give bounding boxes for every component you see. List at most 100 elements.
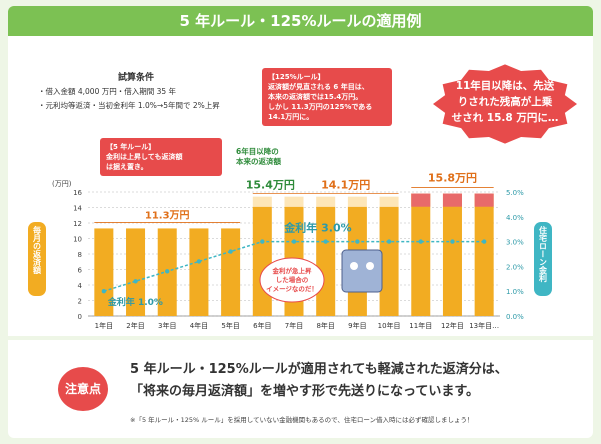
rate-point: [101, 289, 107, 294]
bar-segment: [442, 193, 462, 316]
bar-cap: [474, 193, 494, 207]
note-line-1: 5 年ルール・125%ルールが適用されても軽減された返済分は、: [130, 362, 508, 377]
rule125-callout-body1: 返済額が見直される 6 年目は、: [268, 83, 369, 91]
mascot-line2: した場合の: [276, 275, 309, 284]
five-year-callout: 【5 年ルール】 金利は上昇しても返済額 は据え置き。: [100, 138, 222, 176]
x-tick-label: 5年目: [221, 321, 239, 330]
mascot-eye: [366, 262, 374, 270]
rule125-callout-body3: しかし 11.3万円の125%である: [268, 103, 373, 111]
rate-point: [418, 239, 423, 244]
bar-segment: [252, 206, 272, 316]
page-title: 5 年ルール・125%ルールの適用例: [8, 6, 593, 36]
burst-shape: [433, 64, 577, 144]
x-tick-label: 6年目: [253, 321, 271, 330]
rate-point: [291, 239, 297, 244]
y-tick-label: 6: [78, 267, 83, 275]
mascot-line3: イメージなのだ！: [266, 284, 318, 293]
value-label-141: 14.1万円: [321, 179, 370, 192]
bar-segment: [379, 196, 399, 207]
bar-segment: [94, 228, 114, 316]
x-tick-label: 1年目: [95, 321, 113, 330]
rate-point: [355, 239, 360, 244]
burst-callout: 11年目以降は、先送 りされた残高が上乗 せされ 15.8 万円に…: [440, 78, 570, 126]
rate-point: [196, 259, 202, 264]
y2-tick-label: 2.0%: [506, 263, 524, 271]
x-tick-label: 13年目…: [469, 321, 499, 330]
bar-segment: [252, 196, 272, 207]
rate-point: [386, 239, 392, 244]
y-tick-label: 4: [78, 282, 83, 290]
x-tick-label: 8年目: [316, 321, 334, 330]
rate-point: [450, 239, 455, 244]
bar-segment: [411, 193, 431, 316]
bar-segment: [284, 196, 304, 207]
rate-label-early: 金利年 1.0%: [107, 296, 163, 308]
mascot-line1: 金利が急上昇: [272, 266, 313, 275]
burst-line2: りされた残高が上乗: [457, 96, 553, 108]
condition-line-1: ・借入金額 4,000 万円・借入期間 35 年: [38, 87, 177, 96]
sixth-year-line1: 6年目以降の: [236, 146, 279, 156]
y-tick-label: 8: [78, 251, 82, 259]
y2-tick-label: 4.0%: [506, 214, 524, 222]
mascot-bubble: [259, 257, 325, 303]
rate-label-late: 金利年 3.0%: [283, 221, 351, 235]
burst-line1: 11年目以降は、先送: [455, 80, 555, 92]
rate-point: [323, 239, 328, 244]
rate-point: [260, 239, 265, 244]
x-tick-label: 4年目: [190, 321, 208, 330]
five-year-callout-body2: は据え置き。: [106, 163, 148, 171]
bar-segment: [379, 206, 399, 316]
note-line-2: 「将来の毎月返済額」を増やす形で先送りになっています。: [130, 384, 480, 399]
bar-cap: [442, 193, 462, 207]
bar-segment: [126, 228, 146, 316]
right-axis-badge: [534, 222, 552, 296]
y-tick-label: 2: [78, 298, 82, 306]
y-tick-label: 14: [73, 205, 82, 213]
y2-tick-label: 5.0%: [506, 189, 524, 197]
note-badge: 注意点: [58, 367, 108, 411]
mascot-eye: [350, 262, 358, 270]
x-tick-label: 11年目: [409, 321, 432, 330]
rule125-callout-body2: 本来の返済額では15.4万円。: [268, 93, 363, 101]
x-tick-label: 10年目: [378, 321, 401, 330]
bar-cap: [411, 193, 431, 207]
bar-segment: [347, 196, 367, 207]
left-axis-badge: [28, 222, 46, 296]
bar-segment: [221, 228, 241, 316]
burst-line3: せされ 15.8 万円に…: [451, 112, 559, 124]
rate-point: [228, 249, 233, 254]
condition-line-2: ・元利均等返済・当初金利年 1.0%→5年間で 2%上昇: [38, 101, 220, 110]
bar-segment: [316, 196, 336, 207]
rate-point: [133, 279, 138, 284]
value-label-158: 15.8万円: [428, 172, 477, 185]
y-tick-label: 16: [73, 189, 82, 197]
note-footnote: ※「5 年ルール・125% ルール」を採用していない金融機関もあるので、住宅ロー…: [130, 416, 474, 424]
y2-tick-label: 3.0%: [506, 239, 524, 247]
right-axis-label: 住宅ローン金利: [538, 225, 548, 283]
five-year-callout-body1: 金利は上昇しても返済額: [106, 153, 183, 161]
x-tick-label: 12年目: [441, 321, 464, 330]
y-tick-label: 0: [78, 313, 82, 321]
sixth-year-line2: 本来の返済額: [235, 156, 281, 166]
y2-tick-label: 0.0%: [506, 313, 524, 321]
rate-point: [165, 269, 170, 274]
left-axis-label: 毎月の返済額: [32, 225, 42, 275]
y-unit-label: (万円): [52, 180, 72, 188]
x-tick-label: 9年目: [348, 321, 366, 330]
rule125-callout-body4: 14.1万円に。: [268, 113, 314, 121]
rule125-callout-title: 【125%ルール】: [268, 73, 325, 81]
conditions-title: 試算条件: [118, 73, 155, 83]
five-year-callout-title: 【5 年ルール】: [106, 143, 156, 151]
y-tick-label: 10: [73, 236, 82, 244]
x-tick-label: 7年目: [285, 321, 303, 330]
x-tick-label: 2年目: [126, 321, 144, 330]
bar-segment: [189, 228, 209, 316]
value-label-154: 15.4万円: [246, 179, 295, 192]
y-tick-label: 12: [73, 220, 82, 228]
x-tick-label: 3年目: [158, 321, 176, 330]
mascot-figure: [341, 249, 383, 293]
bar-segment: [474, 193, 494, 316]
value-label-113: 11.3万円: [145, 209, 190, 221]
rate-point: [481, 239, 487, 244]
